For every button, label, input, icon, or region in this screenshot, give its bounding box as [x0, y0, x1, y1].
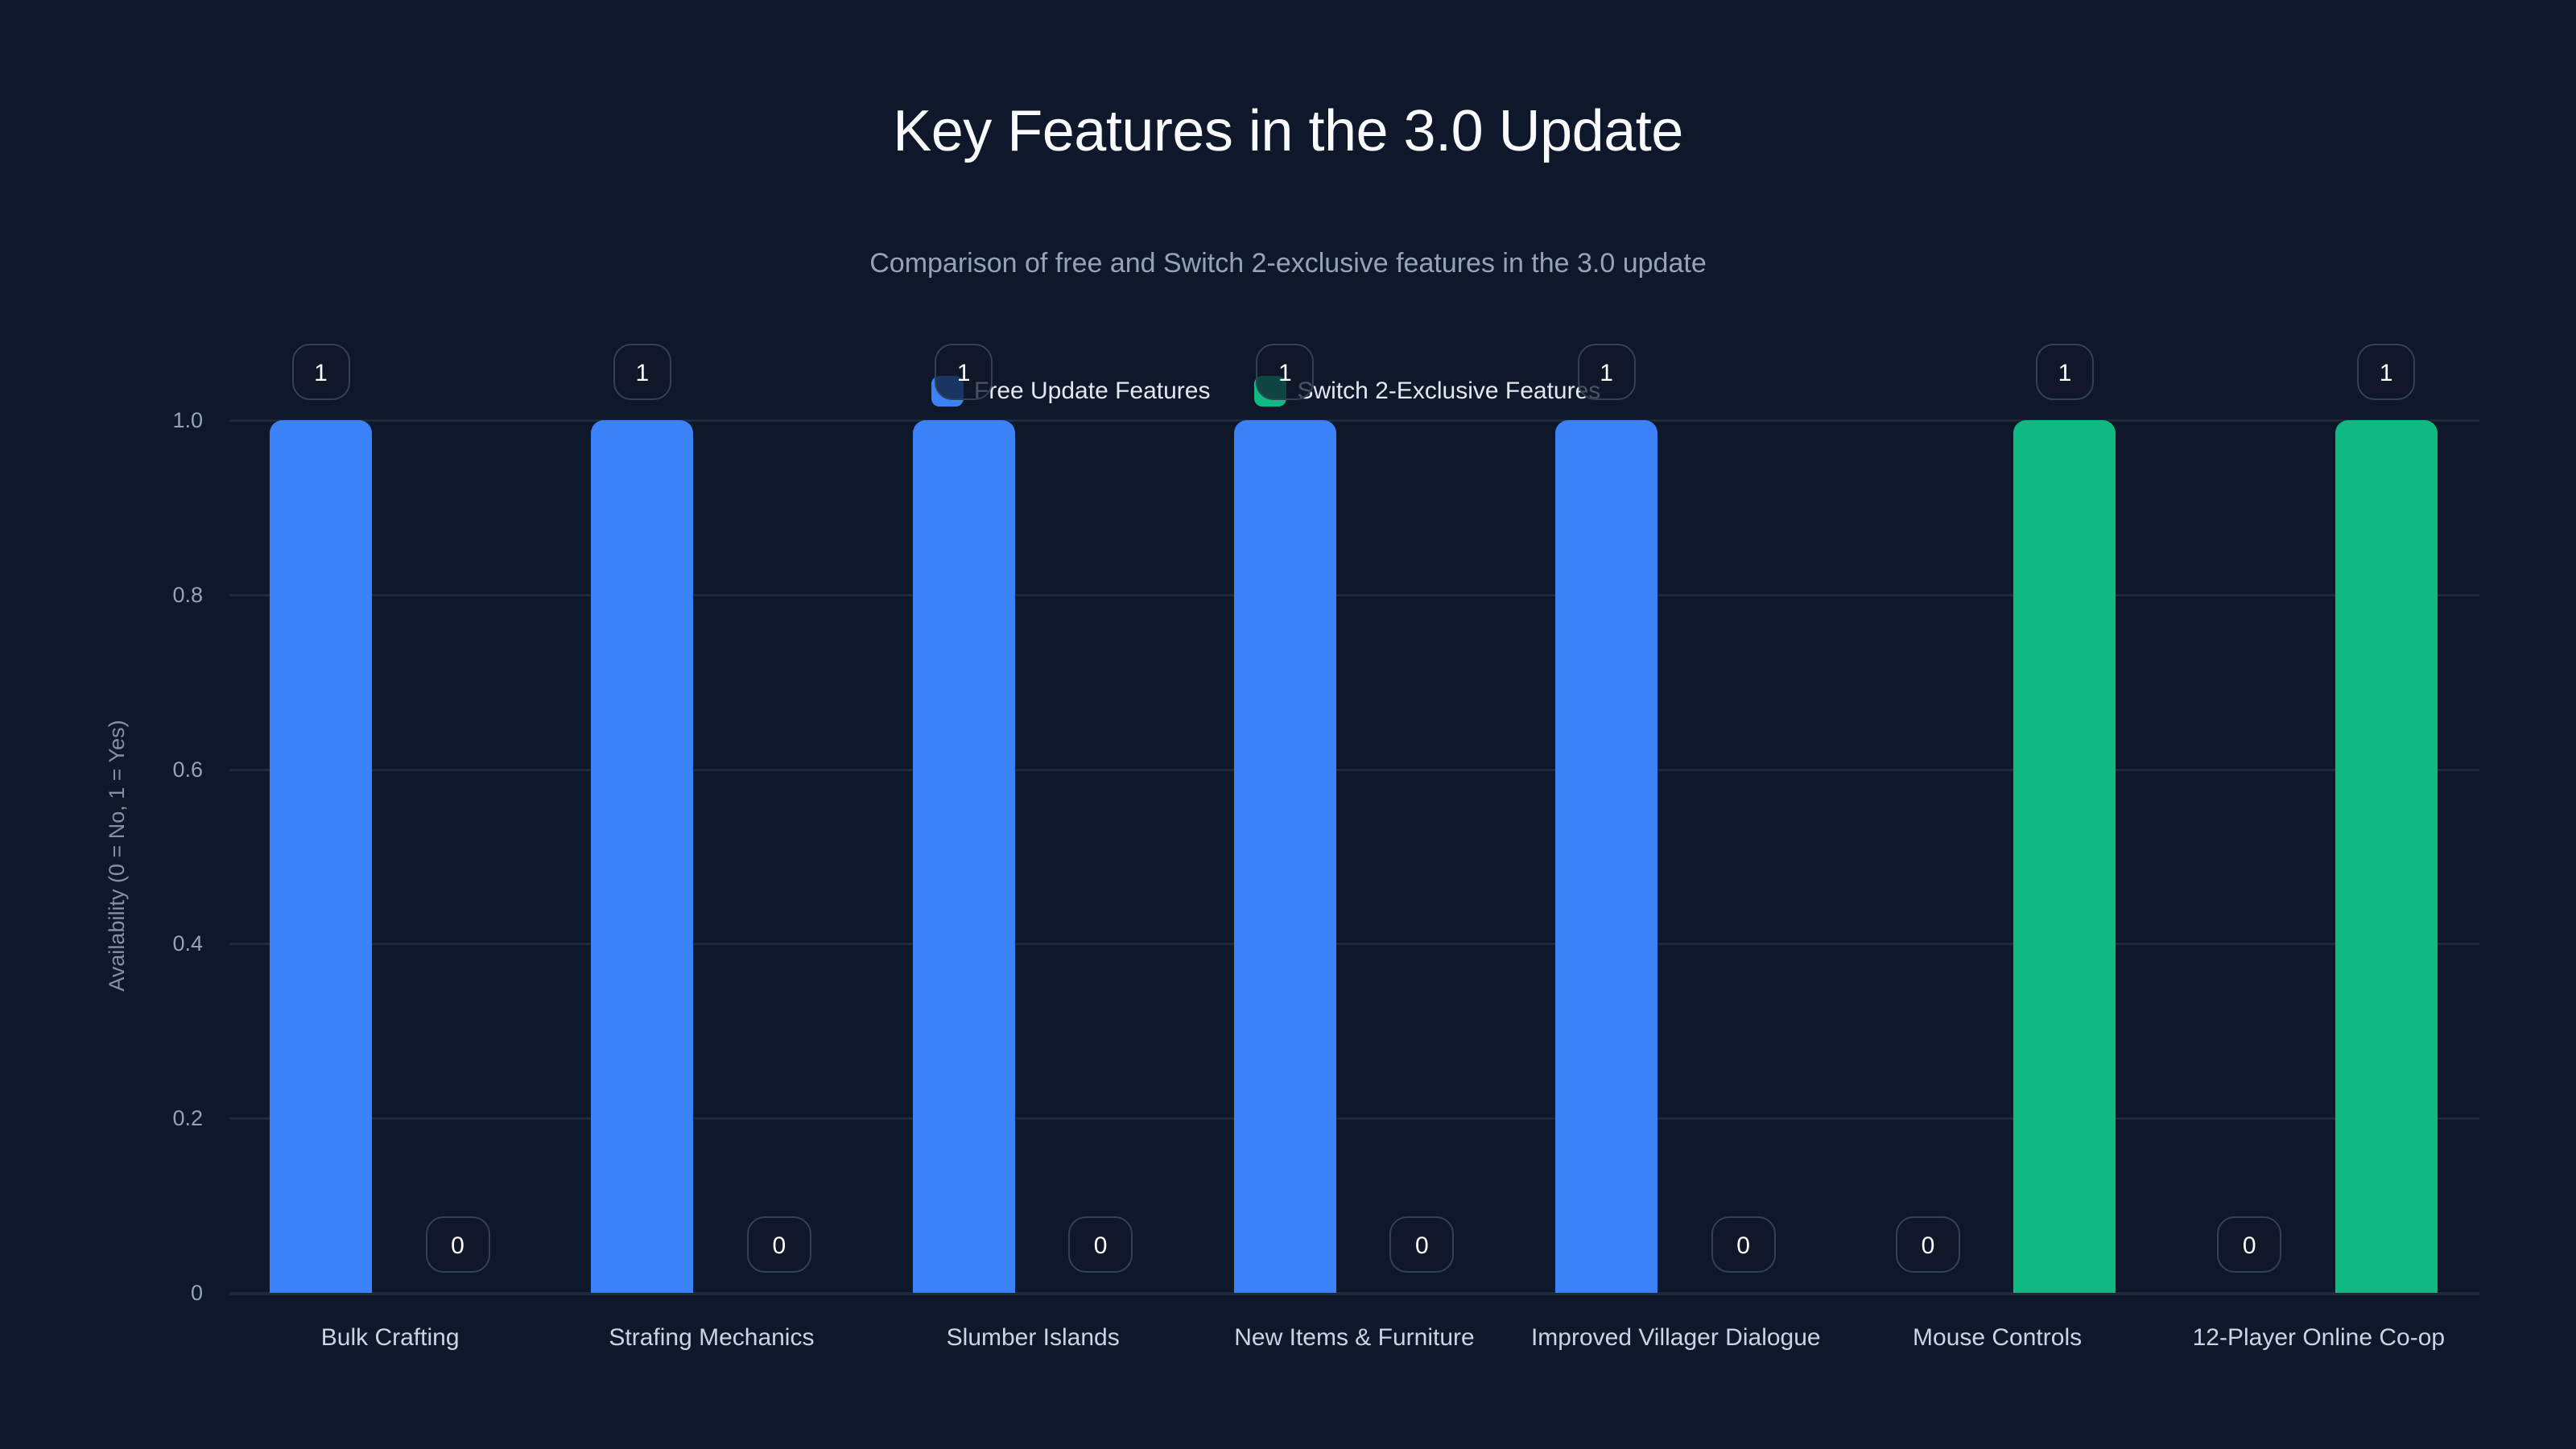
x-tick-label: Slumber Islands — [946, 1324, 1120, 1351]
y-tick-label: 0.6 — [172, 757, 203, 782]
x-tick-label: Mouse Controls — [1913, 1324, 2083, 1351]
bar-free-update-features-strafing-mechanics[interactable] — [591, 420, 694, 1293]
data-label: 0 — [746, 1216, 811, 1273]
y-tick-label: 0.8 — [172, 582, 203, 607]
data-label: 1 — [935, 344, 993, 400]
chart-title: Key Features in the 3.0 Update — [893, 99, 1683, 163]
y-tick-label: 0.2 — [172, 1106, 203, 1131]
data-label: 0 — [1895, 1216, 1960, 1273]
legend-label-switch2: Switch 2-Exclusive Features — [1297, 378, 1601, 404]
data-label: 0 — [1711, 1216, 1776, 1273]
y-tick-label: 0 — [190, 1281, 203, 1305]
gridline — [229, 1117, 2479, 1121]
data-label: 0 — [425, 1216, 490, 1273]
gridline — [229, 768, 2479, 771]
chart-subtitle: Comparison of free and Switch 2-exclusiv… — [869, 248, 1707, 279]
x-tick-label: Bulk Crafting — [320, 1324, 460, 1351]
bar-switch-2-exclusive-features-12-player-online-co-op[interactable] — [2334, 420, 2438, 1293]
x-tick-label: New Items & Furniture — [1234, 1324, 1475, 1351]
data-label: 1 — [1577, 344, 1636, 400]
y-tick-label: 0.4 — [172, 931, 203, 956]
legend-label-free: Free Update Features — [974, 378, 1211, 404]
bar-free-update-features-improved-villager-dialogue[interactable] — [1555, 420, 1658, 1293]
legend-item-switch2[interactable]: Switch 2-Exclusive Features — [1254, 376, 1600, 407]
data-label: 1 — [2357, 344, 2416, 400]
x-tick-label: 12-Player Online Co-op — [2192, 1324, 2446, 1351]
gridline — [229, 593, 2479, 597]
bar-switch-2-exclusive-features-mouse-controls[interactable] — [2013, 420, 2116, 1293]
data-label: 1 — [613, 344, 671, 400]
bar-free-update-features-slumber-islands[interactable] — [912, 420, 1015, 1293]
data-label: 1 — [1256, 344, 1315, 400]
x-tick-label: Improved Villager Dialogue — [1530, 1324, 1821, 1351]
y-tick-label: 1.0 — [172, 408, 203, 432]
data-label: 0 — [1068, 1216, 1133, 1273]
data-label: 0 — [2217, 1216, 2282, 1273]
gridline — [229, 419, 2479, 422]
data-label: 0 — [1389, 1216, 1455, 1273]
x-tick-label: Strafing Mechanics — [609, 1324, 815, 1351]
x-axis-line — [229, 1292, 2479, 1295]
data-label: 1 — [291, 344, 350, 400]
bar-free-update-features-bulk-crafting[interactable] — [270, 420, 372, 1293]
gridline — [229, 943, 2479, 946]
data-label: 1 — [2035, 344, 2094, 400]
bar-free-update-features-new-items-furniture[interactable] — [1233, 420, 1336, 1293]
legend: Free Update Features Switch 2-Exclusive … — [931, 375, 1645, 407]
